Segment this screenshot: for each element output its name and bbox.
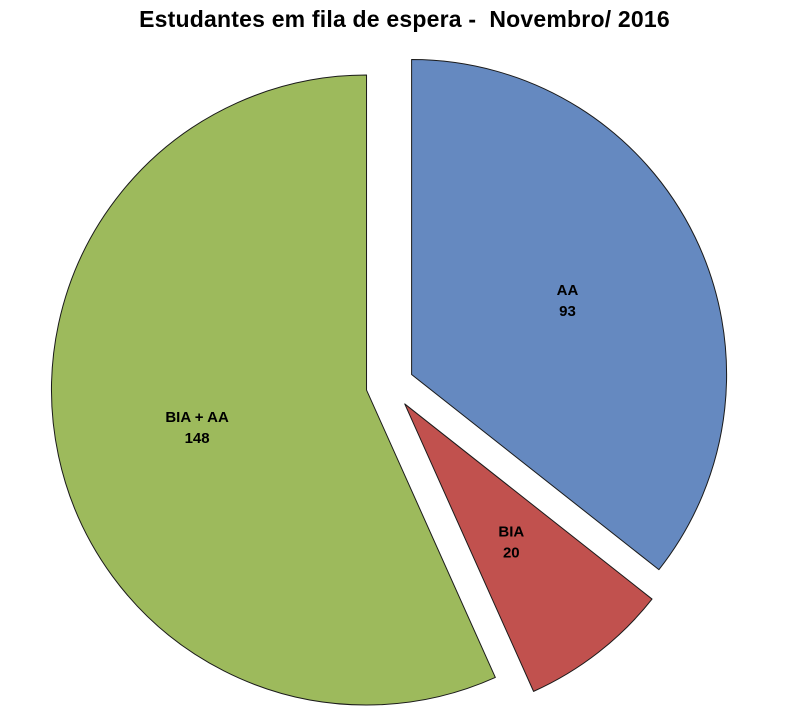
pie-slice-bia-aa (51, 74, 496, 706)
pie-slice-bia (404, 403, 653, 692)
chart-title: Estudantes em fila de espera - Novembro/… (139, 6, 670, 32)
pie-slice-label-bia-aa: BIA + AA 148 (165, 409, 229, 447)
pie-slice-aa (411, 59, 728, 571)
pie-slice-label-bia: BIA 20 (498, 524, 524, 562)
pie-slice-label-aa: AA 93 (557, 282, 579, 320)
